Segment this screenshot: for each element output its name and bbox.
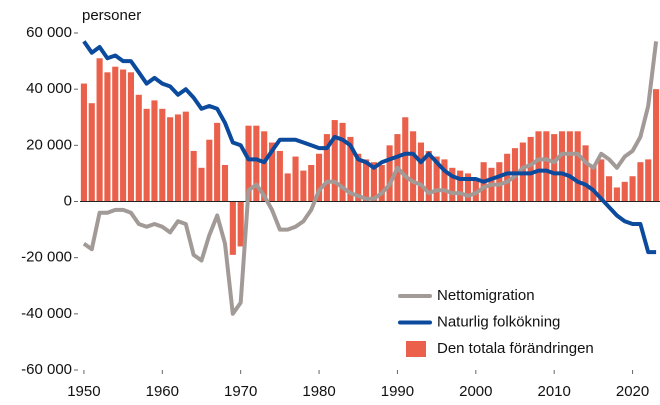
bar xyxy=(167,117,174,202)
bar xyxy=(637,162,644,202)
y-tick-label: 40 000 xyxy=(26,80,72,97)
bar xyxy=(605,176,613,202)
bar xyxy=(433,156,440,202)
legend-label: Den totala förändringen xyxy=(437,340,594,357)
bar xyxy=(253,125,260,202)
bar xyxy=(449,167,456,202)
y-tick-label: 20 000 xyxy=(26,136,72,153)
y-tick-label: -60 000 xyxy=(21,361,72,378)
bar xyxy=(441,159,448,202)
bar xyxy=(425,150,432,202)
bar xyxy=(151,100,158,202)
x-tick-label: 1950 xyxy=(67,383,100,400)
x-tick-label: 2000 xyxy=(459,383,492,400)
bar xyxy=(300,170,307,202)
x-tick-label: 1980 xyxy=(302,383,335,400)
bar xyxy=(159,108,166,202)
bar xyxy=(347,136,354,202)
legend-swatch xyxy=(406,341,426,357)
bar xyxy=(402,117,409,202)
bar xyxy=(237,201,244,247)
bar xyxy=(323,134,330,202)
bar xyxy=(504,153,511,202)
bar xyxy=(582,145,589,202)
legend-label: Nettomigration xyxy=(437,287,535,304)
bar xyxy=(417,142,425,202)
bar xyxy=(629,176,636,202)
bar xyxy=(472,179,479,202)
bar xyxy=(315,153,323,202)
bar xyxy=(598,159,605,202)
bar xyxy=(245,125,252,202)
bar xyxy=(174,114,182,202)
bar xyxy=(566,131,573,202)
bar xyxy=(645,159,652,202)
bar xyxy=(543,131,550,202)
bar xyxy=(214,122,221,202)
bar xyxy=(182,111,189,202)
bar xyxy=(88,103,95,202)
bar xyxy=(112,66,119,202)
bar xyxy=(229,201,236,255)
bar xyxy=(135,94,142,202)
bar xyxy=(331,120,338,202)
bar xyxy=(558,131,566,202)
bar xyxy=(527,136,534,202)
x-tick-label: 2010 xyxy=(538,383,571,400)
bar xyxy=(143,108,150,202)
bar xyxy=(355,153,362,202)
line xyxy=(82,40,657,255)
bar xyxy=(190,150,197,202)
bar xyxy=(276,150,283,202)
bar xyxy=(464,173,472,202)
y-tick-label: 0 xyxy=(64,192,72,209)
bar xyxy=(80,83,87,202)
y-tick-label: -20 000 xyxy=(21,249,72,266)
y-tick-label: -40 000 xyxy=(21,305,72,322)
x-tick-label: 1990 xyxy=(381,383,414,400)
y-tick-label: 60 000 xyxy=(26,24,72,41)
line xyxy=(82,41,659,316)
bar xyxy=(206,139,213,202)
bar xyxy=(653,89,660,202)
bar xyxy=(574,131,581,202)
bar xyxy=(292,156,299,202)
bar xyxy=(535,131,542,202)
bar xyxy=(104,72,111,202)
bar xyxy=(120,69,127,202)
bar xyxy=(590,164,597,202)
bar xyxy=(496,162,503,202)
bar xyxy=(268,142,276,202)
bar xyxy=(221,164,229,202)
bar xyxy=(457,170,464,202)
bar xyxy=(284,173,291,202)
bar xyxy=(127,72,135,202)
bar xyxy=(308,164,315,202)
bar xyxy=(96,58,103,202)
x-tick-label: 1960 xyxy=(146,383,179,400)
bar xyxy=(370,162,377,202)
bar xyxy=(261,131,268,202)
bar xyxy=(613,187,620,202)
bar xyxy=(621,181,628,202)
bar xyxy=(386,145,393,202)
bar xyxy=(339,122,346,202)
bar xyxy=(410,131,417,202)
x-tick-label: 1970 xyxy=(224,383,257,400)
y-axis-label: personer xyxy=(82,7,141,24)
legend-label: Naturlig folkökning xyxy=(437,313,560,330)
x-tick-label: 2020 xyxy=(616,383,649,400)
bar xyxy=(363,159,370,202)
bar xyxy=(378,164,385,202)
bar xyxy=(551,134,558,202)
bar xyxy=(198,167,205,202)
